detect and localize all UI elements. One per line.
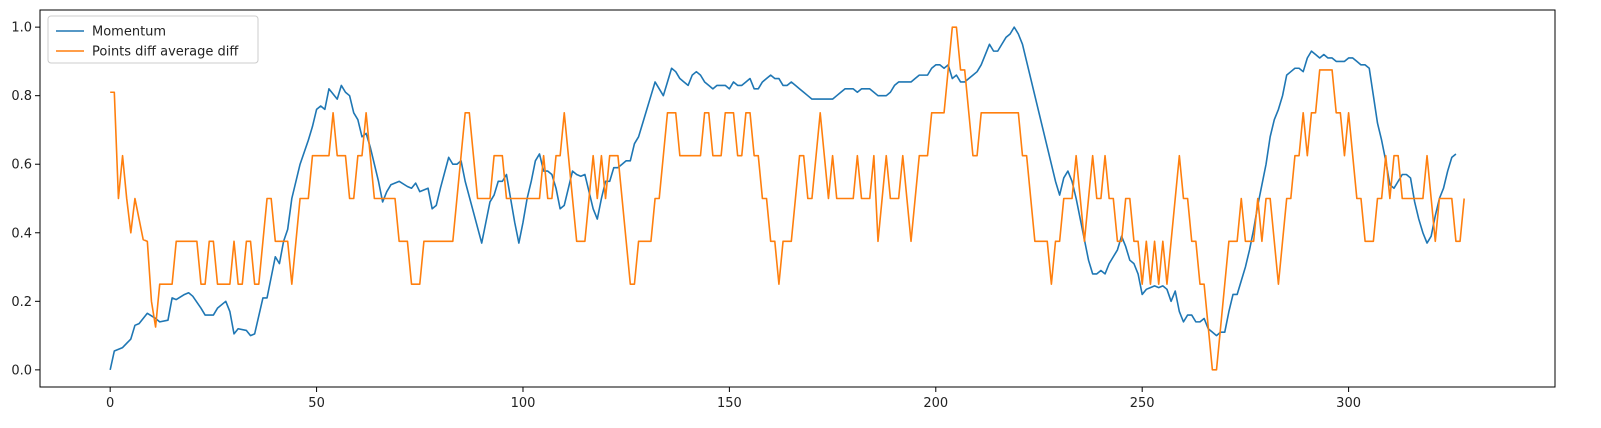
legend-box	[47, 15, 259, 64]
axes-layer: 0 50 100 150 200 250 300 0.0 0.2 0.4 0.6 0.8 1.0	[11, 9, 1556, 411]
x-tick-label: 300	[1336, 396, 1361, 411]
x-tick-label: 150	[717, 396, 742, 411]
series-layer	[109, 26, 1465, 371]
x-tick-label: 100	[511, 396, 536, 411]
y-tick-label: 0.4	[11, 226, 32, 241]
y-tick-label: 0.8	[11, 89, 32, 104]
y-tick-label: 0.2	[11, 295, 32, 310]
x-tick-label: 200	[923, 396, 948, 411]
legend-label: Momentum	[92, 25, 166, 40]
legend: Momentum Points diff average diff	[47, 15, 259, 64]
series-line-2	[110, 26, 1465, 371]
series-line-1	[109, 26, 1457, 371]
y-tick-label: 0.6	[11, 158, 32, 173]
plot-frame	[39, 9, 1556, 388]
legend-label: Points diff average diff	[92, 45, 239, 60]
x-tick-label: 250	[1130, 396, 1155, 411]
y-tick-label: 1.0	[11, 21, 32, 36]
x-tick-label: 50	[308, 396, 325, 411]
y-tick-label: 0.0	[11, 363, 32, 378]
x-tick-label: 0	[106, 396, 114, 411]
